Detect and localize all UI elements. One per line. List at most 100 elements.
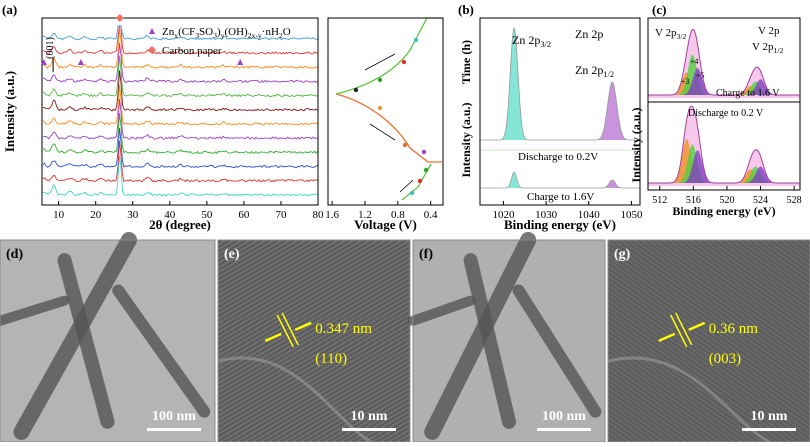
legend-label: Znx(CF3SO3)y(OH)2x-y·nH2O xyxy=(162,26,291,40)
panel-label: (g) xyxy=(614,247,631,262)
x-axis-label: Voltage (V) xyxy=(354,217,417,232)
legend-label-part: x xyxy=(174,31,178,40)
scale-bar xyxy=(342,428,396,431)
xrd-curve xyxy=(42,140,318,183)
x-tick-label: 0.4 xyxy=(424,209,438,221)
x-tick-label: 516 xyxy=(686,195,701,206)
x-tick-label: 520 xyxy=(719,195,734,206)
phase-marker xyxy=(77,59,84,65)
x-tick-label: 528 xyxy=(787,195,802,206)
scale-label: 100 nm xyxy=(542,409,586,424)
x-axis-label: 2θ (degree) xyxy=(149,217,211,232)
panel-label: (c) xyxy=(652,2,666,17)
scale-bar xyxy=(147,428,201,431)
xrd-curve xyxy=(42,43,318,83)
component-fill xyxy=(680,68,714,95)
annotation: Zn 2p xyxy=(575,27,603,41)
legend-label-part: 3 xyxy=(213,31,217,40)
x-tick-label: 40 xyxy=(164,209,176,221)
x-tick-label: 1.6 xyxy=(325,209,339,221)
component-fill xyxy=(738,166,772,183)
peak-label-part: V 2p xyxy=(752,41,774,53)
x-tick-label: 60 xyxy=(238,209,250,221)
state-label: +5 xyxy=(696,71,705,80)
nanorod xyxy=(57,253,115,429)
envelope xyxy=(647,28,800,98)
axes-frame xyxy=(327,17,444,206)
envelope xyxy=(480,26,640,141)
state-dot xyxy=(417,178,423,184)
peak-label: V 2p3/2 xyxy=(655,27,686,41)
lattice-fringes xyxy=(608,240,810,442)
scale-label: 10 nm xyxy=(351,409,388,424)
particle-edge xyxy=(607,356,771,444)
component-fill xyxy=(680,150,714,183)
plane-label: (003) xyxy=(709,351,742,367)
legend-label-part: (OH) xyxy=(224,26,248,38)
x-tick-label: 1020 xyxy=(492,209,515,221)
annotation: Discharge to 0.2 V xyxy=(688,108,764,119)
discharge-curve xyxy=(335,93,442,163)
scale-label: 100 nm xyxy=(152,409,196,424)
legend-label-part: 2x-y xyxy=(248,31,262,40)
state-dot xyxy=(423,167,429,173)
x-tick-label: 80 xyxy=(313,209,325,221)
state-dot xyxy=(377,77,383,83)
xrd-curve xyxy=(42,25,318,41)
d-spacing: 0.347 nm xyxy=(315,321,372,337)
legend-label-part: ·nH xyxy=(262,26,279,38)
peak-label: Zn 2p1/2 xyxy=(575,63,614,79)
y-axis-label: Intensity (a.u.) xyxy=(459,102,473,177)
peak-label: V 2p1/2 xyxy=(752,41,783,55)
nanorod xyxy=(0,295,70,326)
xrd-curve xyxy=(42,27,318,69)
peak-label-part: V 2p xyxy=(655,27,677,39)
legend-marker xyxy=(148,46,156,54)
envelope xyxy=(480,171,640,189)
panel-label: (b) xyxy=(458,2,474,17)
y-axis-label: Intensity (a.u.) xyxy=(2,71,17,152)
x-tick-label: 20 xyxy=(90,209,102,221)
nanorod xyxy=(463,253,516,429)
state-dot xyxy=(402,142,408,148)
lattice-fringes xyxy=(218,240,410,442)
x-tick-label: 0.8 xyxy=(391,209,405,221)
axes-frame xyxy=(41,17,319,206)
axes-frame xyxy=(479,17,641,206)
particle-edge xyxy=(217,356,373,444)
x-tick-label: 512 xyxy=(652,195,667,206)
x-tick-label: 524 xyxy=(753,195,768,206)
panel-label: (e) xyxy=(224,247,240,262)
fringe-marker xyxy=(281,312,299,346)
legend-label-part: Carbon paper xyxy=(162,45,222,57)
xrd-curve xyxy=(43,113,318,155)
xrd-curve xyxy=(42,70,318,112)
state-dot xyxy=(353,87,359,93)
state-dot xyxy=(401,59,407,65)
x-tick-label: 50 xyxy=(201,209,213,221)
peak-label: (001) xyxy=(45,37,56,59)
panel-label: (a) xyxy=(2,2,17,17)
nanorod xyxy=(424,232,537,440)
fringe-marker xyxy=(675,312,693,346)
d-spacing: 0.36 nm xyxy=(709,321,759,337)
state-label: +4 xyxy=(690,57,699,66)
phase-marker xyxy=(149,28,155,34)
x-tick-label: 1040 xyxy=(578,209,601,221)
panel-label: (f) xyxy=(419,247,433,262)
annotation: Discharge to 0.2V xyxy=(518,151,598,163)
peak-fill xyxy=(480,172,640,188)
x-axis-label: Binding energy (eV) xyxy=(504,217,616,232)
fringe-marker xyxy=(276,314,294,348)
x-tick-label: 1.2 xyxy=(358,209,372,221)
carbon-marker xyxy=(115,14,124,22)
x-tick-label: 70 xyxy=(275,209,287,221)
legend-label-part: O xyxy=(283,26,291,38)
plane-label: (110) xyxy=(315,351,347,367)
xrd-curve xyxy=(42,25,318,55)
charge-curve xyxy=(335,17,442,95)
phase-marker xyxy=(237,59,244,65)
nanorod xyxy=(13,232,137,440)
direction-arrow xyxy=(364,53,396,71)
